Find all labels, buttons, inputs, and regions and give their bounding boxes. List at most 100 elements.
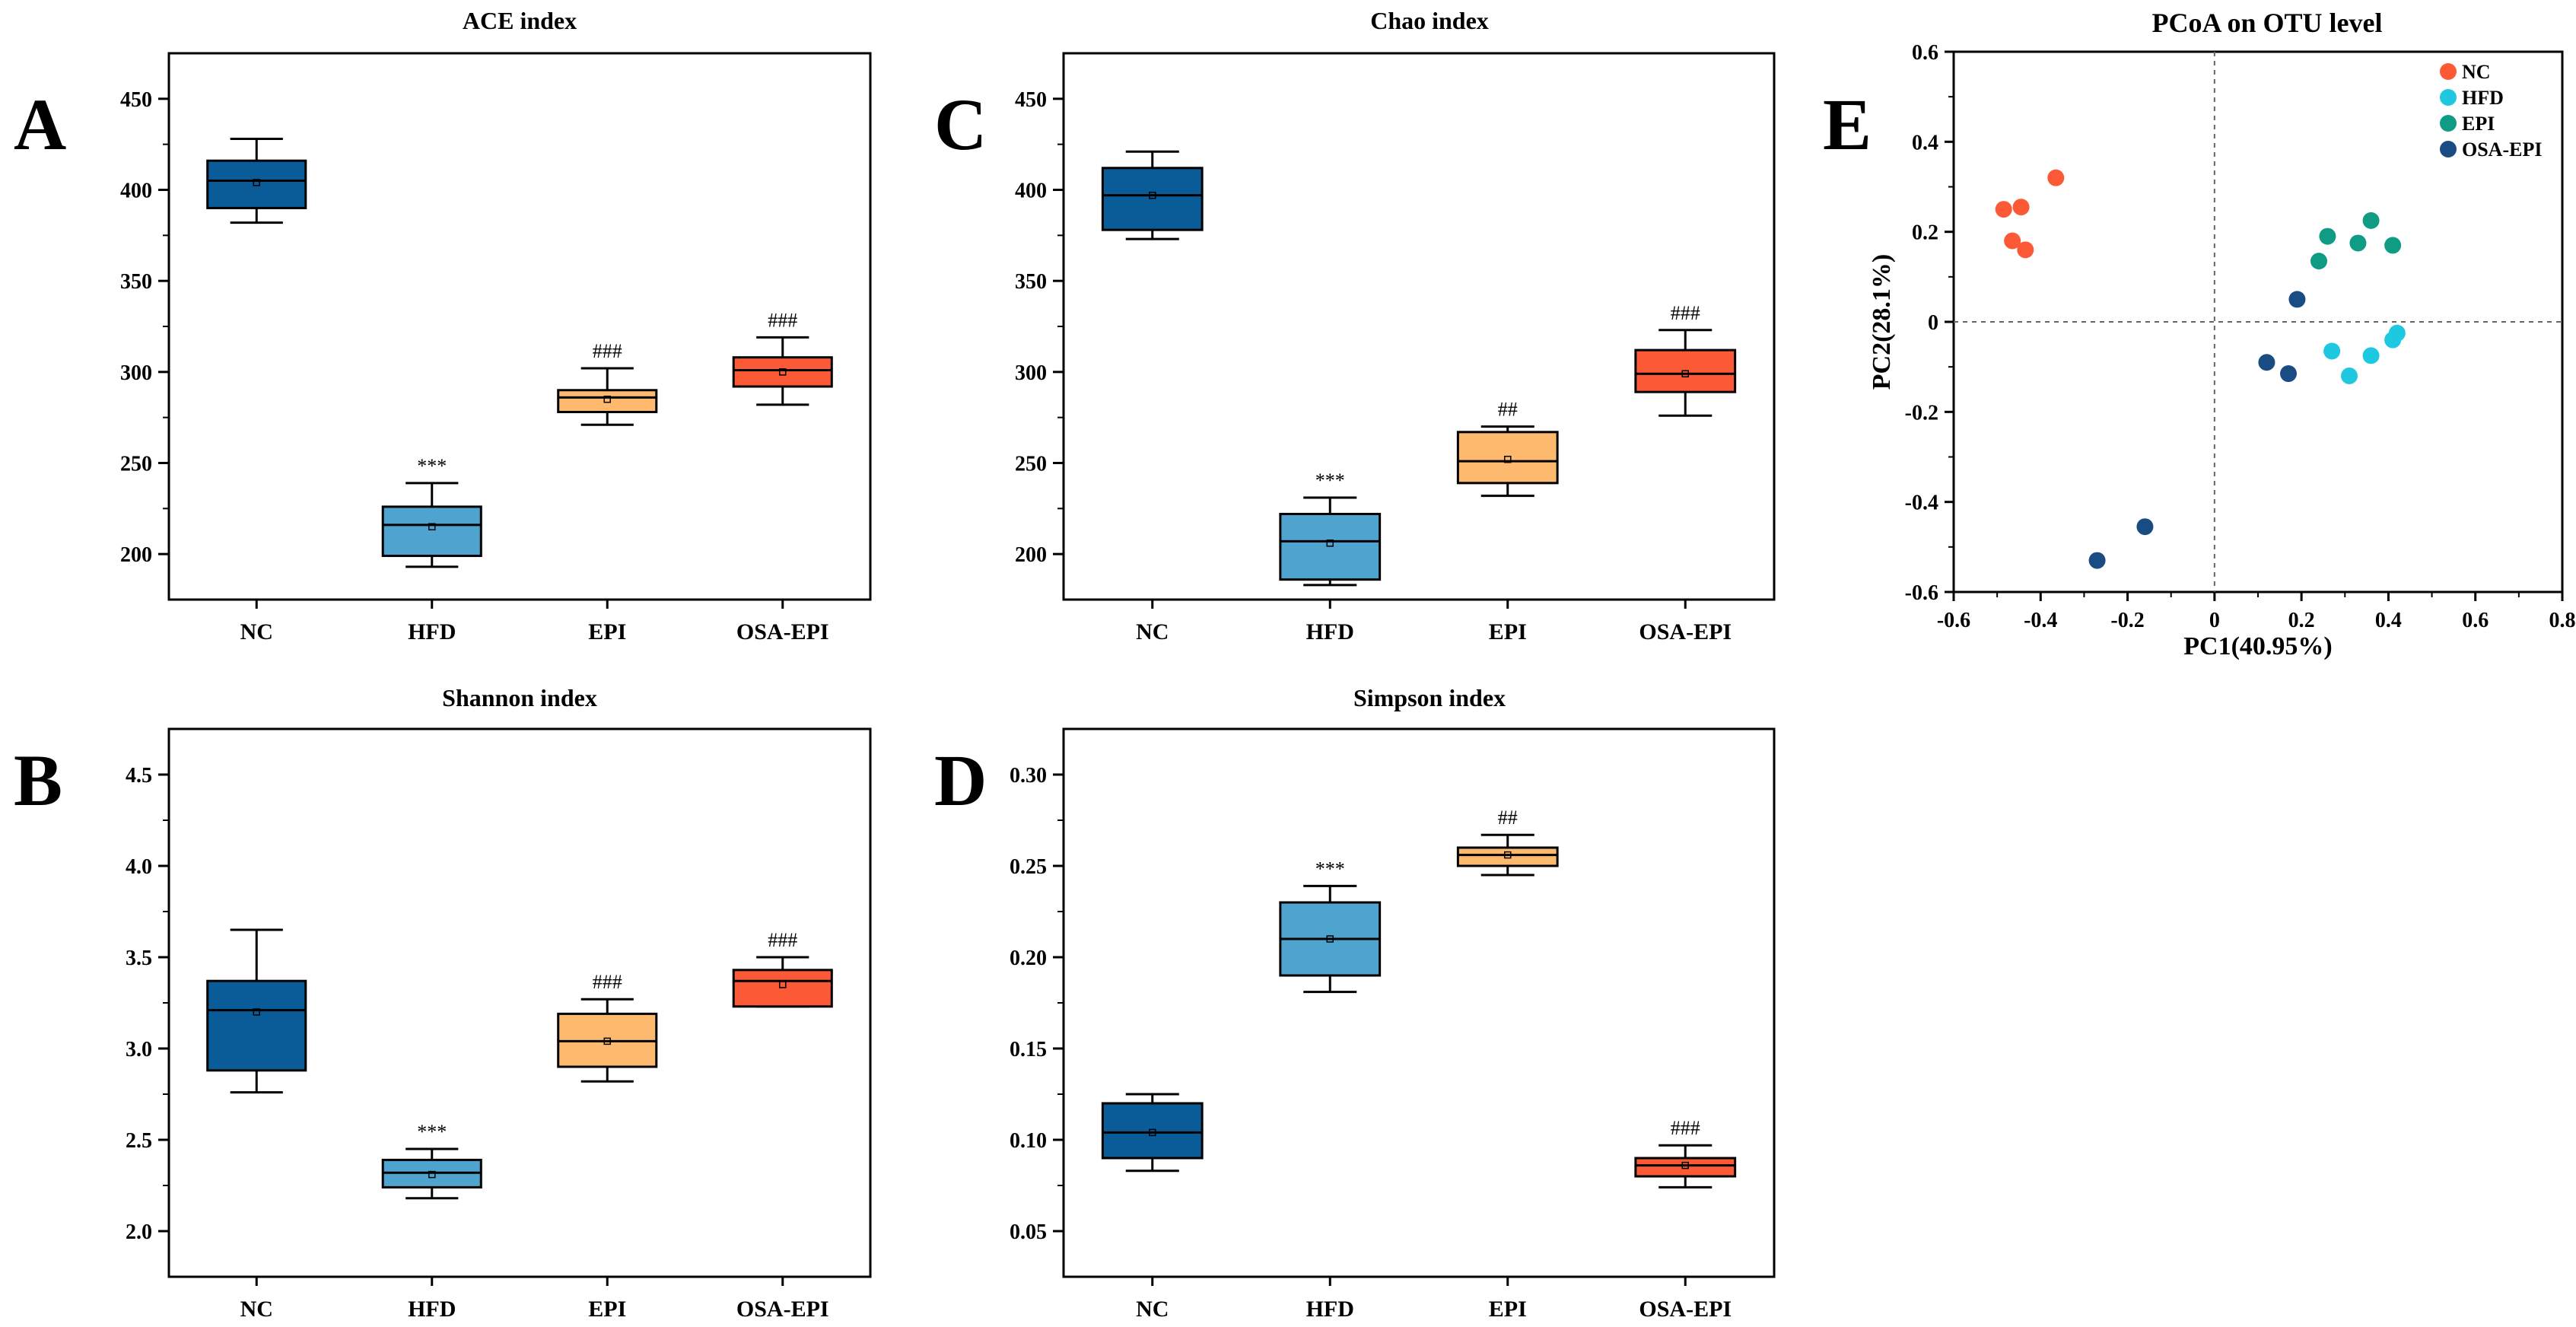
panel-d-box-nc	[1101, 1093, 1204, 1173]
panel-b-mean-marker	[779, 981, 787, 988]
panel-e-point-osa-epi-2	[2280, 365, 2297, 383]
panel-d-y-tick-label-5: 0.30	[1010, 764, 1047, 788]
panel-b-x-tick-label-3: OSA-EPI	[736, 1297, 829, 1322]
panel-c-box-epi: ##	[1456, 399, 1559, 498]
panel-b-y-tick-label-3: 3.5	[126, 947, 152, 970]
panel-e-legend-marker-osa-epi	[2440, 141, 2457, 158]
panel-e-y-tick-label-5: 0.4	[1912, 131, 1938, 154]
panel-c-title: Chao index	[1370, 7, 1489, 34]
panel-c-x-tick-label-0: NC	[1136, 619, 1169, 644]
panel-c-mean-marker	[1504, 455, 1512, 463]
panel-e-point-epi-3	[2384, 237, 2402, 254]
panel-d-y-tick-label-1: 0.10	[1010, 1129, 1047, 1153]
panel-a-box-nc	[206, 137, 307, 224]
panel-a-iqr-box	[557, 389, 658, 413]
panel-d-mean-marker	[1326, 935, 1334, 943]
panel-e-x-tick-label-3: 0	[2209, 609, 2220, 632]
panel-a-x-tick-label-0: NC	[240, 619, 273, 644]
panel-b-box-osa-epi: ###	[732, 929, 833, 1008]
panel-c-y-tick-label-3: 350	[1015, 270, 1047, 294]
panel-d-mean-marker	[1149, 1128, 1156, 1137]
panel-e-x-tick-label-6: 0.6	[2462, 609, 2489, 632]
panel-letter-a: A	[14, 84, 66, 165]
panel-a-mean-marker	[603, 395, 611, 403]
panel-e-legend-label-epi: EPI	[2462, 113, 2495, 135]
panel-d-box-epi: ##	[1456, 807, 1559, 877]
panel-d-x-tick-label-1: HFD	[1306, 1297, 1354, 1322]
panel-b-x-tick-label-1: HFD	[408, 1297, 456, 1322]
panel-a-mean-marker	[779, 368, 787, 376]
panel-b-y-tick-label-4: 4.0	[126, 855, 152, 879]
panel-d-sig-label: ###	[1671, 1117, 1700, 1139]
panel-c-x-tick-label-1: HFD	[1306, 619, 1354, 644]
panel-d-y-axis: 0.05 0.10 0.15 0.20 0.25 0.30	[1010, 764, 1064, 1244]
panel-c-iqr-box	[1279, 513, 1382, 581]
panel-d-x-tick-label-0: NC	[1136, 1297, 1169, 1322]
panel-c-iqr-box	[1101, 167, 1204, 231]
panel-a-x-axis: NC HFD EPI OSA-EPI	[240, 600, 829, 644]
panel-c-plot-frame	[1062, 52, 1776, 601]
panel-letter-c: C	[934, 84, 987, 165]
panel-b-box-epi: ###	[557, 971, 658, 1083]
panel-e-point-nc-4	[2017, 241, 2034, 259]
panel-a-sig-label: ###	[768, 309, 797, 331]
panel-e-x-axis: -0.6 -0.4 -0.2 0 0.2 0.4 0.6 0.8	[1937, 592, 2576, 632]
panel-letter-b: B	[14, 740, 62, 821]
panel-e-x-tick-label-0: -0.6	[1937, 609, 1970, 632]
panel-b-mean-marker	[428, 1170, 436, 1179]
panel-e-y-tick-label-0: -0.6	[1905, 581, 1938, 605]
panel-a-plot-frame	[167, 52, 872, 601]
panel-b-y-tick-label-1: 2.5	[126, 1129, 152, 1153]
panel-e-point-epi-1	[2362, 212, 2380, 229]
panel-a-sig-label: ###	[593, 340, 622, 362]
panel-e-x-axis-label: PC1(40.95%)	[2183, 632, 2332, 660]
panel-b-iqr-box	[732, 969, 833, 1008]
panel-a-box-epi: ###	[557, 340, 658, 426]
panel-e-y-tick-label-1: -0.4	[1905, 492, 1938, 515]
panel-e-x-tick-label-4: 0.2	[2288, 609, 2315, 632]
panel-a-y-tick-label-5: 450	[120, 88, 152, 112]
panel-c-box-nc	[1101, 150, 1204, 240]
panel-e-points	[1995, 169, 2406, 569]
panel-c-box-hfd: ***	[1279, 469, 1382, 587]
panel-e-point-epi-2	[2349, 234, 2367, 252]
panel-e-legend-marker-hfd	[2440, 89, 2457, 106]
panel-c-mean-marker	[1149, 191, 1156, 199]
panel-e-legend-label-hfd: HFD	[2462, 87, 2504, 109]
panel-a-sig-label: ***	[417, 455, 447, 477]
panel-a-iqr-box	[732, 356, 833, 388]
panel-d-x-axis: NC HFD EPI OSA-EPI	[1136, 1277, 1732, 1322]
panel-e-legend: NC HFD EPI OSA-EPI	[2440, 61, 2542, 161]
panel-e-y-tick-label-6: 0.6	[1912, 41, 1938, 65]
panel-d-y-tick-label-2: 0.15	[1010, 1038, 1047, 1061]
panel-b-box-nc	[206, 928, 307, 1094]
panel-e-y-tick-label-4: 0.2	[1912, 221, 1938, 245]
panel-a-mean-marker	[428, 523, 436, 531]
panel-b-y-tick-label-2: 3.0	[126, 1038, 152, 1061]
panel-b-x-axis: NC HFD EPI OSA-EPI	[240, 1277, 829, 1322]
panel-b-mean-marker	[603, 1037, 611, 1045]
panel-b-x-tick-label-0: NC	[240, 1297, 273, 1322]
panel-b-y-axis: 2.0 2.5 3.0 3.5 4.0 4.5	[126, 764, 169, 1244]
panel-e-y-axis: -0.6 -0.4 -0.2 0 0.2 0.4 0.6	[1905, 41, 1954, 605]
panel-e-x-tick-label-5: 0.4	[2375, 609, 2402, 632]
panel-c-box-osa-epi: ###	[1634, 302, 1737, 417]
panel-c-x-tick-label-2: EPI	[1489, 619, 1527, 644]
panel-d-y-tick-label-0: 0.05	[1010, 1220, 1047, 1244]
panel-e-legend-marker-epi	[2440, 115, 2457, 132]
panel-d-plot-frame	[1062, 727, 1776, 1278]
panel-e-point-hfd-0	[2323, 342, 2341, 360]
panel-e-point-hfd-2	[2362, 347, 2380, 364]
panel-letter-e: E	[1823, 84, 1872, 165]
panel-a-boxes: *** ### ###	[206, 137, 833, 568]
panel-a-ace-chart: A ACE index 200 250 300 350 400 450 NC HFD EPI O…	[14, 7, 872, 644]
panel-a-y-tick-label-3: 350	[120, 270, 152, 294]
panel-d-mean-marker	[1504, 851, 1512, 859]
panel-c-y-tick-label-1: 250	[1015, 453, 1047, 476]
panel-a-y-tick-label-2: 300	[120, 361, 152, 385]
panel-e-pcoa-chart: E PCoA on OTU level -0.6 -0.4 -0.2 0 0.2 0.4 0…	[1823, 8, 2576, 660]
panel-e-legend-marker-nc	[2440, 63, 2457, 80]
panel-b-box-hfd: ***	[381, 1121, 482, 1200]
panel-b-title: Shannon index	[442, 684, 597, 711]
panel-d-iqr-box	[1101, 1102, 1204, 1160]
